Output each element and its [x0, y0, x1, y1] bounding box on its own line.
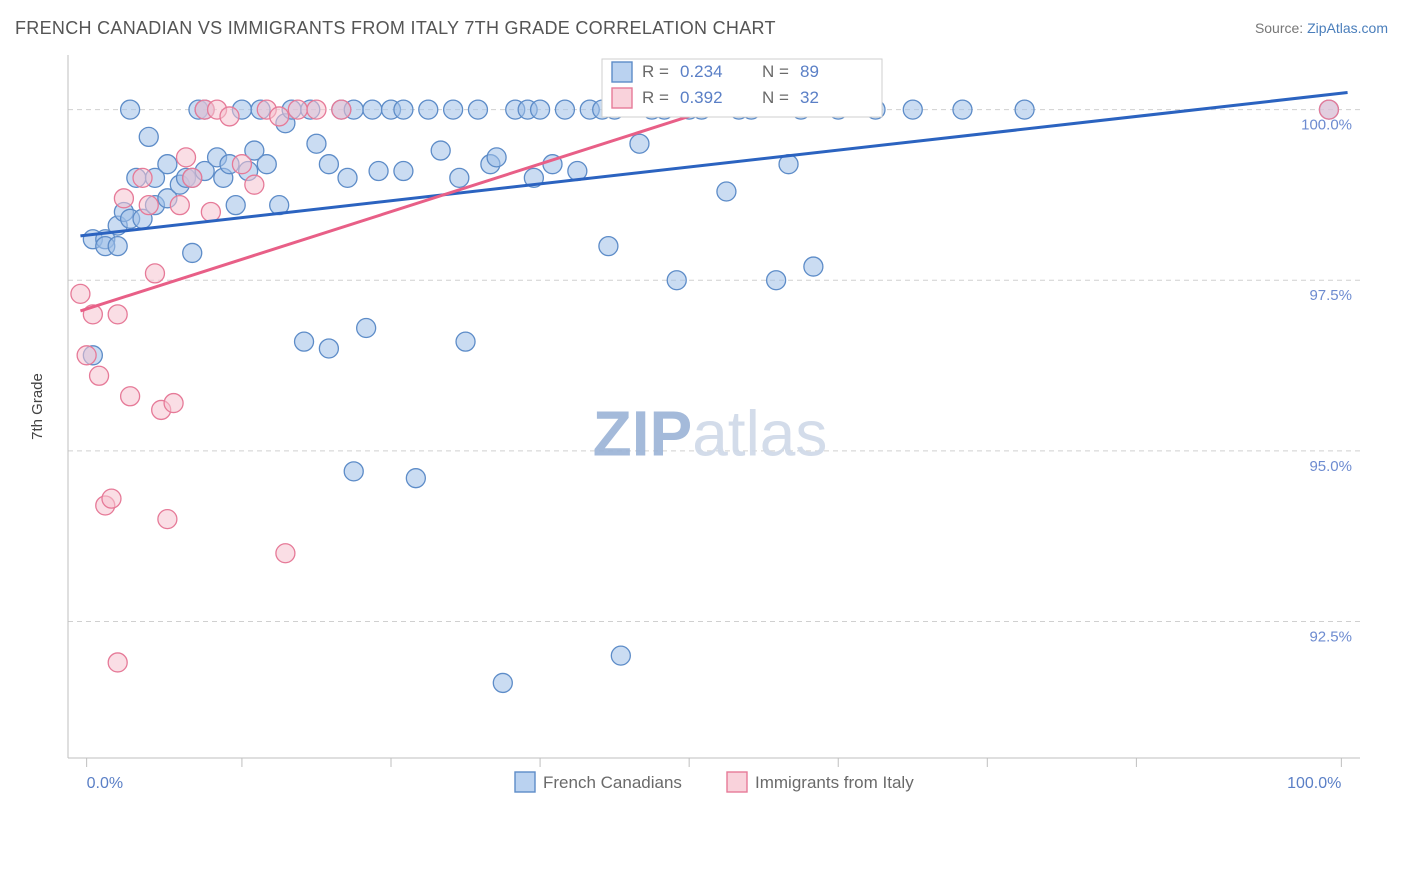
data-point	[804, 257, 823, 276]
svg-text:R =: R =	[642, 62, 669, 81]
data-point	[611, 646, 630, 665]
data-point	[903, 100, 922, 119]
data-point	[133, 168, 152, 187]
data-point	[257, 155, 276, 174]
legend-swatch	[727, 772, 747, 792]
data-point	[456, 332, 475, 351]
svg-text:0.0%: 0.0%	[87, 775, 123, 792]
data-point	[406, 469, 425, 488]
chart-title: FRENCH CANADIAN VS IMMIGRANTS FROM ITALY…	[15, 18, 776, 39]
data-point	[164, 394, 183, 413]
data-point	[394, 162, 413, 181]
svg-text:0.234: 0.234	[680, 62, 723, 81]
data-point	[767, 271, 786, 290]
scatter-chart: 92.5%95.0%97.5%100.0%ZIPatlas7th GradeR …	[40, 55, 1380, 800]
svg-text:89: 89	[800, 62, 819, 81]
svg-text:97.5%: 97.5%	[1309, 287, 1352, 304]
watermark: ZIPatlas	[593, 398, 828, 470]
data-point	[90, 366, 109, 385]
data-point	[307, 134, 326, 153]
data-point	[1015, 100, 1034, 119]
data-point	[158, 155, 177, 174]
legend-swatch	[612, 62, 632, 82]
data-point	[717, 182, 736, 201]
data-point	[245, 175, 264, 194]
data-point	[555, 100, 574, 119]
data-point	[108, 237, 127, 256]
svg-text:0.392: 0.392	[680, 88, 723, 107]
source-label: Source: ZipAtlas.com	[1255, 20, 1388, 36]
data-point	[444, 100, 463, 119]
data-point	[170, 196, 189, 215]
data-point	[108, 653, 127, 672]
data-point	[431, 141, 450, 160]
data-point	[338, 168, 357, 187]
data-point	[394, 100, 413, 119]
data-point	[139, 196, 158, 215]
data-point	[183, 168, 202, 187]
data-point	[363, 100, 382, 119]
chart-container: 92.5%95.0%97.5%100.0%ZIPatlas7th GradeR …	[40, 55, 1380, 800]
data-point	[630, 134, 649, 153]
data-point	[177, 148, 196, 167]
source-prefix: Source:	[1255, 20, 1307, 36]
legend-label: Immigrants from Italy	[755, 773, 914, 792]
data-point	[102, 489, 121, 508]
data-point	[108, 305, 127, 324]
data-point	[77, 346, 96, 365]
data-point	[1319, 100, 1338, 119]
data-point	[332, 100, 351, 119]
legend-swatch	[515, 772, 535, 792]
data-point	[121, 100, 140, 119]
data-point	[450, 168, 469, 187]
data-point	[220, 107, 239, 126]
data-point	[953, 100, 972, 119]
data-point	[493, 673, 512, 692]
svg-text:N =: N =	[762, 88, 789, 107]
data-point	[114, 189, 133, 208]
svg-text:32: 32	[800, 88, 819, 107]
y-axis-title: 7th Grade	[29, 373, 46, 440]
data-point	[158, 510, 177, 529]
svg-text:N =: N =	[762, 62, 789, 81]
data-point	[270, 107, 289, 126]
data-point	[531, 100, 550, 119]
data-point	[369, 162, 388, 181]
data-point	[71, 284, 90, 303]
svg-text:95.0%: 95.0%	[1309, 458, 1352, 475]
data-point	[288, 100, 307, 119]
data-point	[487, 148, 506, 167]
data-point	[319, 339, 338, 358]
data-point	[319, 155, 338, 174]
svg-text:92.5%: 92.5%	[1309, 628, 1352, 645]
data-point	[121, 387, 140, 406]
data-point	[307, 100, 326, 119]
data-point	[145, 264, 164, 283]
data-point	[468, 100, 487, 119]
data-point	[226, 196, 245, 215]
data-point	[139, 127, 158, 146]
data-point	[276, 544, 295, 563]
source-link[interactable]: ZipAtlas.com	[1307, 20, 1388, 36]
data-point	[183, 243, 202, 262]
svg-text:R =: R =	[642, 88, 669, 107]
legend-label: French Canadians	[543, 773, 682, 792]
data-point	[357, 319, 376, 338]
svg-text:100.0%: 100.0%	[1287, 775, 1341, 792]
legend-swatch	[612, 88, 632, 108]
data-point	[419, 100, 438, 119]
data-point	[201, 202, 220, 221]
data-point	[344, 462, 363, 481]
data-point	[295, 332, 314, 351]
data-point	[667, 271, 686, 290]
data-point	[599, 237, 618, 256]
data-point	[232, 155, 251, 174]
